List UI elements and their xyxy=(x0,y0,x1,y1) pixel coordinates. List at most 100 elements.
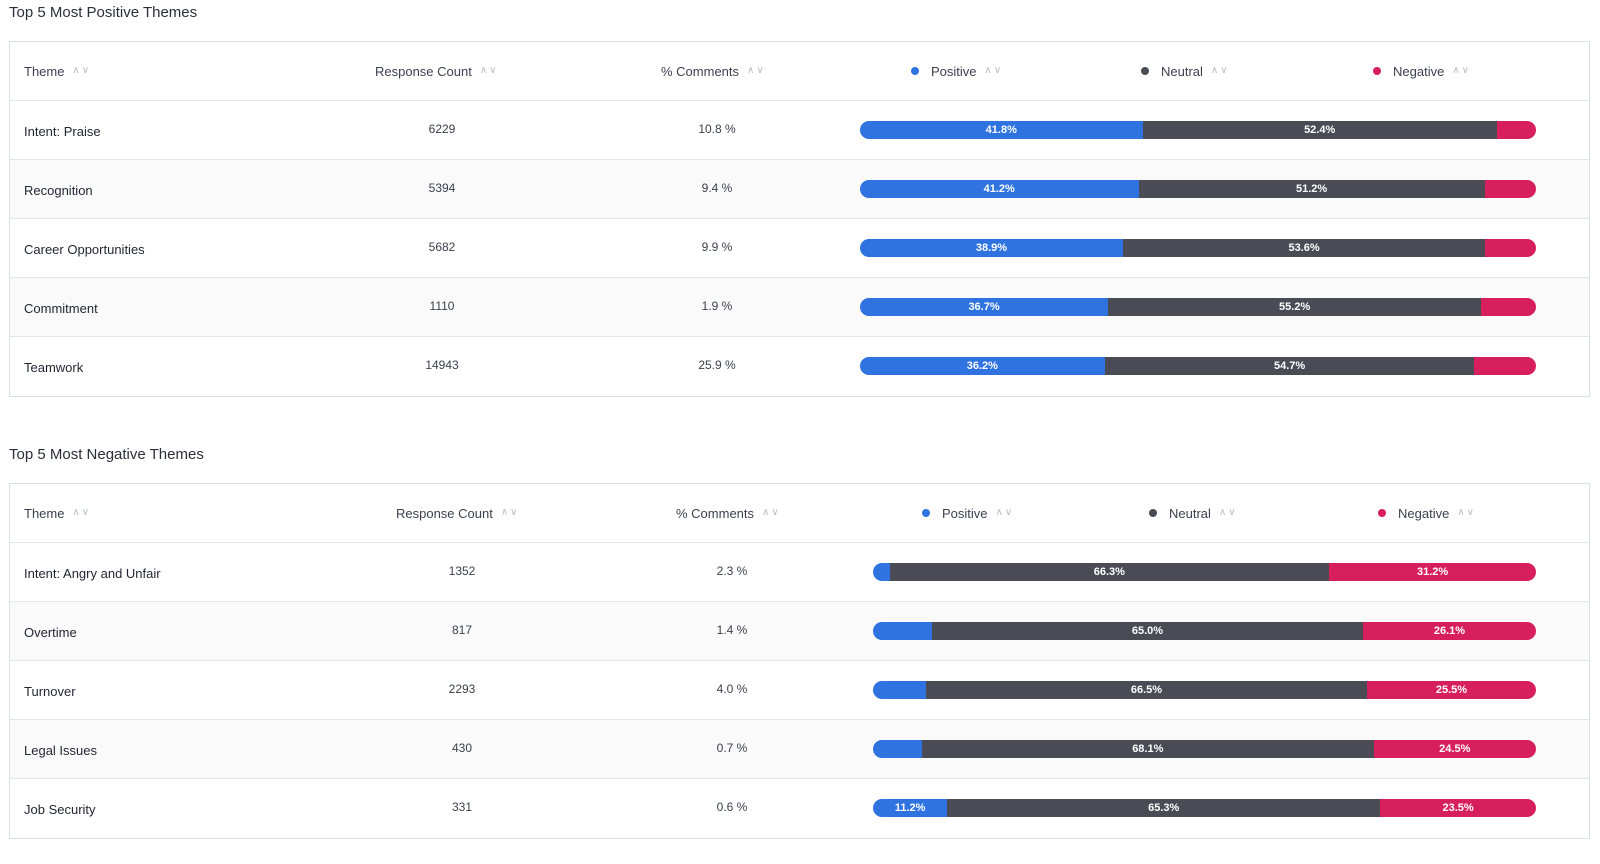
sentiment-bar: 36.7% 55.2% xyxy=(860,298,1536,316)
table-row[interactable]: Teamwork 14943 25.9 % 36.2% 54.7% xyxy=(10,337,1589,396)
sort-toggle[interactable]: ∧ ∨ xyxy=(1211,66,1228,76)
sort-toggle[interactable]: ∧ ∨ xyxy=(747,66,764,76)
sort-toggle[interactable]: ∧ ∨ xyxy=(762,508,779,518)
neutral-dot-icon xyxy=(1149,509,1157,517)
column-header-response-count[interactable]: Response Count ∧ ∨ xyxy=(396,484,518,542)
negative-segment xyxy=(1484,180,1536,198)
sort-descending-icon[interactable]: ∨ xyxy=(993,65,1002,76)
section-title: Top 5 Most Positive Themes xyxy=(9,4,198,21)
response-count: 6229 xyxy=(428,122,456,136)
positive-segment xyxy=(873,740,923,758)
pct-comments: 10.8 % xyxy=(698,122,736,136)
table-row[interactable]: Recognition 5394 9.4 % 41.2% 51.2% xyxy=(10,160,1589,219)
sort-toggle[interactable]: ∧ ∨ xyxy=(480,66,497,76)
pct-comments: 9.4 % xyxy=(701,181,733,195)
sort-ascending-icon[interactable]: ∧ xyxy=(762,507,770,518)
column-header-neutral[interactable]: Neutral ∧ ∨ xyxy=(1141,42,1228,100)
sort-toggle[interactable]: ∧ ∨ xyxy=(996,508,1013,518)
theme-name: Legal Issues xyxy=(24,742,97,758)
sort-descending-icon[interactable]: ∨ xyxy=(1466,507,1474,518)
theme-name: Overtime xyxy=(24,624,77,640)
sort-toggle[interactable]: ∧ ∨ xyxy=(72,508,89,518)
negative-dot-icon xyxy=(1373,67,1381,75)
column-header-positive[interactable]: Positive ∧ ∨ xyxy=(922,484,1012,542)
sort-ascending-icon[interactable]: ∧ xyxy=(1457,507,1465,518)
neutral-segment: 53.6% xyxy=(1122,239,1486,257)
pct-comments: 25.9 % xyxy=(698,358,736,372)
positive-themes-section: Top 5 Most Positive Themes Theme ∧ ∨ Respon… xyxy=(9,0,1590,397)
sort-descending-icon[interactable]: ∨ xyxy=(1004,507,1013,518)
sort-toggle[interactable]: ∧ ∨ xyxy=(1457,508,1474,518)
positive-dot-icon xyxy=(922,509,930,517)
sort-descending-icon[interactable]: ∨ xyxy=(771,507,779,518)
sentiment-bar: 36.2% 54.7% xyxy=(860,357,1536,375)
sort-ascending-icon[interactable]: ∧ xyxy=(72,507,80,518)
response-count: 817 xyxy=(451,623,473,637)
column-header-pct-comments[interactable]: % Comments ∧ ∨ xyxy=(661,42,764,100)
negative-segment: 25.5% xyxy=(1366,681,1536,699)
sort-toggle[interactable]: ∧ ∨ xyxy=(501,508,518,518)
column-header-theme[interactable]: Theme ∧ ∨ xyxy=(24,42,89,100)
sentiment-bar: 41.2% 51.2% xyxy=(860,180,1536,198)
sort-toggle[interactable]: ∧ ∨ xyxy=(72,66,89,76)
column-header-negative[interactable]: Negative ∧ ∨ xyxy=(1378,484,1474,542)
sort-descending-icon[interactable]: ∨ xyxy=(756,65,764,76)
sort-descending-icon[interactable]: ∨ xyxy=(81,507,90,518)
response-count: 1110 xyxy=(429,299,455,313)
column-header-pct-comments[interactable]: % Comments ∧ ∨ xyxy=(676,484,779,542)
sort-toggle[interactable]: ∧ ∨ xyxy=(1452,66,1469,76)
sort-ascending-icon[interactable]: ∧ xyxy=(479,65,488,76)
neutral-segment: 65.0% xyxy=(932,622,1363,640)
column-header-negative[interactable]: Negative ∧ ∨ xyxy=(1373,42,1469,100)
column-header-label: Neutral xyxy=(1169,505,1211,521)
sort-ascending-icon[interactable]: ∧ xyxy=(1218,507,1227,518)
neutral-segment: 68.1% xyxy=(922,740,1374,758)
sort-descending-icon[interactable]: ∨ xyxy=(510,507,518,518)
table-row[interactable]: Overtime 817 1.4 % 65.0% 26.1% xyxy=(10,602,1589,661)
column-header-label: Negative xyxy=(1398,505,1450,521)
column-header-response-count[interactable]: Response Count ∧ ∨ xyxy=(375,42,497,100)
column-header-positive[interactable]: Positive ∧ ∨ xyxy=(911,42,1001,100)
table-row[interactable]: Job Security 331 0.6 % 11.2% 65.3% 23.5% xyxy=(10,779,1589,838)
neutral-segment: 66.5% xyxy=(926,681,1367,699)
column-header-neutral[interactable]: Neutral ∧ ∨ xyxy=(1149,484,1236,542)
sort-ascending-icon[interactable]: ∧ xyxy=(500,507,509,518)
sort-ascending-icon[interactable]: ∧ xyxy=(747,65,755,76)
pct-comments: 9.9 % xyxy=(701,240,733,254)
section-title: Top 5 Most Negative Themes xyxy=(9,446,204,463)
sort-ascending-icon[interactable]: ∧ xyxy=(1452,65,1460,76)
positive-segment xyxy=(873,681,927,699)
positive-segment: 36.2% xyxy=(860,357,1105,375)
response-count: 5682 xyxy=(428,240,456,254)
positive-segment: 38.9% xyxy=(860,239,1123,257)
sort-toggle[interactable]: ∧ ∨ xyxy=(985,66,1002,76)
table-row[interactable]: Intent: Praise 6229 10.8 % 41.8% 52.4% xyxy=(10,101,1589,160)
column-header-label: Negative xyxy=(1393,63,1445,79)
table-row[interactable]: Commitment 1110 1.9 % 36.7% 55.2% xyxy=(10,278,1589,337)
response-count: 14943 xyxy=(425,358,459,372)
sort-ascending-icon[interactable]: ∧ xyxy=(984,65,992,76)
sort-descending-icon[interactable]: ∨ xyxy=(81,65,90,76)
table-row[interactable]: Intent: Angry and Unfair 1352 2.3 % 66.3% 31… xyxy=(10,543,1589,602)
table-row[interactable]: Legal Issues 430 0.7 % 68.1% 24.5% xyxy=(10,720,1589,779)
column-header-label: Positive xyxy=(931,63,977,79)
sort-ascending-icon[interactable]: ∧ xyxy=(72,65,80,76)
sort-toggle[interactable]: ∧ ∨ xyxy=(1219,508,1236,518)
negative-themes-section: Top 5 Most Negative Themes Theme ∧ ∨ Respon… xyxy=(9,442,1590,839)
sort-descending-icon[interactable]: ∨ xyxy=(1220,65,1228,76)
pct-comments: 1.4 % xyxy=(716,623,748,637)
sentiment-bar: 66.5% 25.5% xyxy=(873,681,1536,699)
table-row[interactable]: Turnover 2293 4.0 % 66.5% 25.5% xyxy=(10,661,1589,720)
sort-descending-icon[interactable]: ∨ xyxy=(1228,507,1236,518)
sort-descending-icon[interactable]: ∨ xyxy=(489,65,497,76)
sort-ascending-icon[interactable]: ∧ xyxy=(995,507,1003,518)
sort-ascending-icon[interactable]: ∧ xyxy=(1210,65,1219,76)
sort-descending-icon[interactable]: ∨ xyxy=(1461,65,1469,76)
sentiment-bar: 65.0% 26.1% xyxy=(873,622,1536,640)
theme-name: Intent: Praise xyxy=(24,123,101,139)
positive-segment: 41.2% xyxy=(860,180,1139,198)
table-row[interactable]: Career Opportunities 5682 9.9 % 38.9% 53.6% xyxy=(10,219,1589,278)
negative-segment xyxy=(1496,121,1536,139)
positive-themes-table: Theme ∧ ∨ Response Count ∧ ∨ % Comments ∧ ∨ Posit… xyxy=(9,41,1590,397)
column-header-theme[interactable]: Theme ∧ ∨ xyxy=(24,484,89,542)
